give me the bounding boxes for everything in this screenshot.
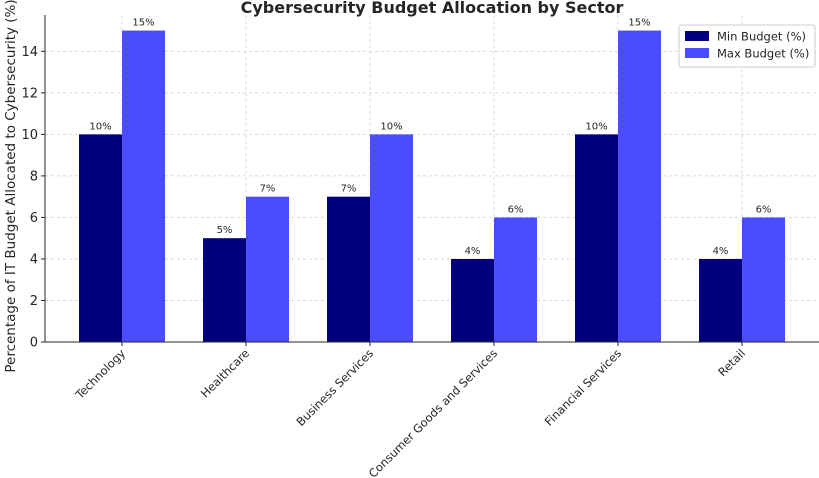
y-tick-label: 12 — [21, 86, 38, 101]
bar — [742, 217, 785, 342]
legend-box — [678, 24, 816, 68]
bar — [203, 238, 246, 342]
legend: Min Budget (%) Max Budget (%) — [678, 24, 816, 68]
data-labels: 10% 5% 7% 4% 10% 4% 15% 7% 10% 6% 15% 6% — [89, 18, 771, 257]
data-label: 6% — [508, 204, 524, 215]
bar — [494, 217, 537, 342]
x-tick-label: Retail — [715, 346, 748, 379]
bar — [327, 196, 370, 342]
bar — [618, 30, 661, 342]
bar — [575, 134, 618, 342]
data-label: 4% — [713, 246, 729, 257]
data-label: 10% — [89, 121, 111, 132]
bar — [122, 30, 165, 342]
bar — [699, 258, 742, 342]
legend-swatch — [685, 31, 709, 41]
y-axis-label: Percentage of IT Budget Allocated to Cyb… — [3, 0, 19, 373]
data-label: 15% — [132, 18, 154, 29]
bar — [451, 258, 494, 342]
chart-title: Cybersecurity Budget Allocation by Secto… — [241, 0, 624, 17]
y-tick-label: 10 — [21, 128, 38, 143]
data-label: 4% — [465, 246, 481, 257]
legend-label: Max Budget (%) — [717, 47, 809, 61]
x-tick-label: Financial Services — [542, 346, 624, 428]
bar — [79, 134, 122, 342]
bars — [79, 30, 785, 342]
y-tick-label: 2 — [30, 294, 38, 309]
y-tick-label: 8 — [30, 169, 38, 184]
data-label: 10% — [380, 121, 402, 132]
data-label: 7% — [341, 184, 357, 195]
data-label: 6% — [756, 204, 772, 215]
y-tick-label: 4 — [30, 252, 38, 267]
data-label: 15% — [628, 18, 650, 29]
legend-label: Min Budget (%) — [717, 30, 806, 44]
x-tick-label: Business Services — [293, 346, 376, 429]
x-tick-label: Technology — [72, 346, 128, 402]
x-tick-label: Consumer Goods and Services — [366, 346, 500, 478]
data-label: 5% — [217, 225, 233, 236]
y-tick-label: 6 — [30, 211, 38, 226]
x-tick-label: Healthcare — [198, 346, 252, 400]
legend-swatch — [685, 48, 709, 58]
data-label: 10% — [585, 121, 607, 132]
y-tick-label: 0 — [30, 336, 38, 351]
data-label: 7% — [260, 184, 276, 195]
bar — [370, 134, 413, 342]
bar — [246, 196, 289, 342]
y-tick-label: 14 — [21, 45, 38, 60]
